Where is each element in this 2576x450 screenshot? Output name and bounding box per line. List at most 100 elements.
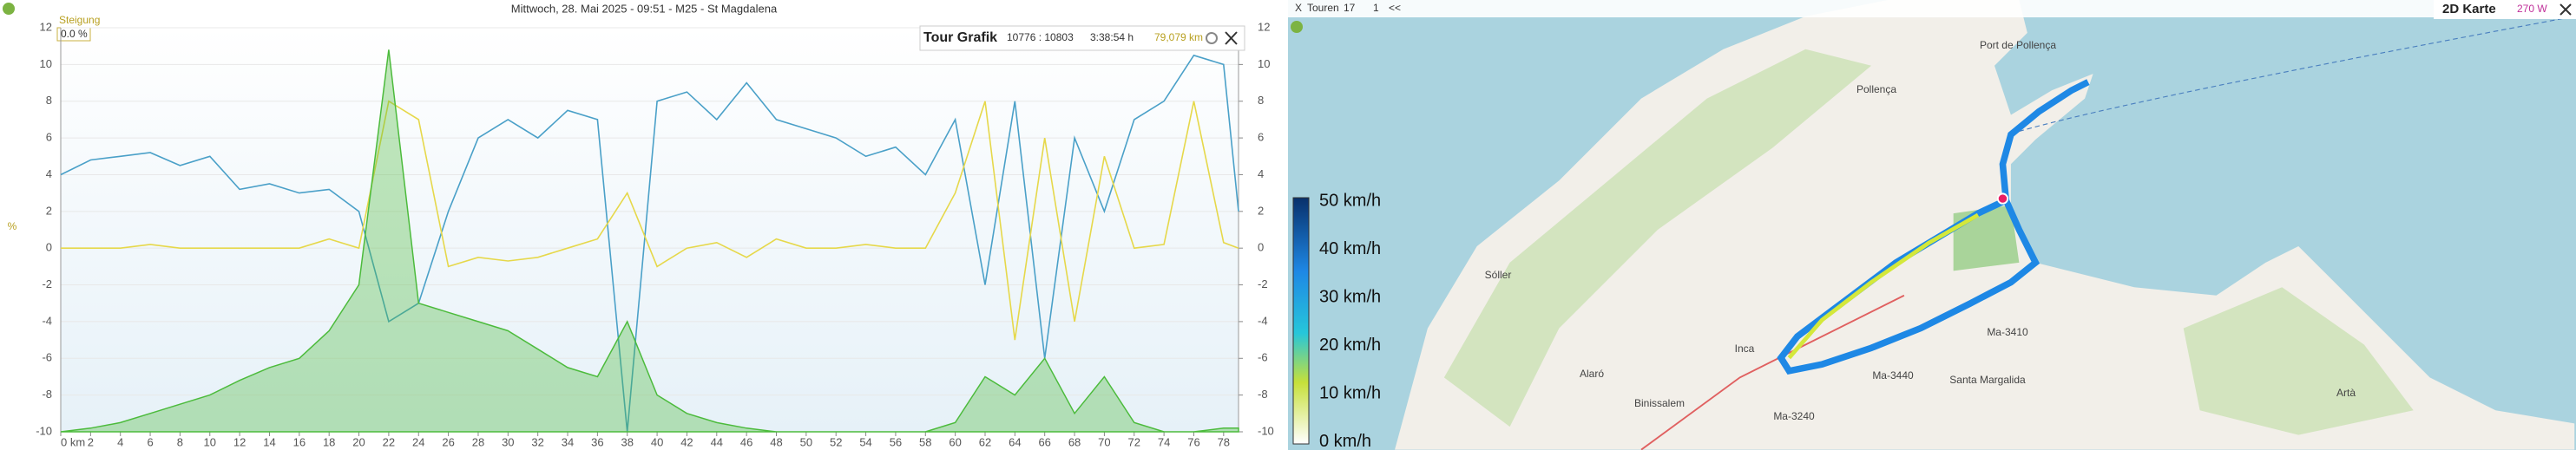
x-tick-label: 22 xyxy=(383,435,395,448)
y-tick-label: -6 xyxy=(42,351,52,364)
legend-label: 50 km/h xyxy=(1319,191,1381,210)
line xyxy=(60,54,1239,433)
map-power: 270 W xyxy=(2517,3,2547,15)
toolbar-item: 17 xyxy=(1344,2,1356,14)
y-tick-label: -2 xyxy=(42,277,52,290)
y2-tick-label: -10 xyxy=(1258,424,1274,437)
line xyxy=(61,100,1239,341)
x-tick-label: 56 xyxy=(890,435,902,448)
x-tick-label: 2 xyxy=(88,435,94,448)
tour-panel xyxy=(919,25,1245,51)
x-tick-label: 60 xyxy=(949,435,961,448)
map: Port de Pollença Pollença Sóller Inca Alaró B… xyxy=(1288,0,2576,450)
y2-tick-label: 8 xyxy=(1258,94,1264,107)
chart-title: Mittwoch, 28. Mai 2025 - 09:51 - M25 - S… xyxy=(511,2,778,15)
road xyxy=(1640,294,1905,450)
place-label: Binissalem xyxy=(1634,397,1685,409)
place-label: Santa Margalida xyxy=(1949,374,2026,386)
y2-tick-label: -6 xyxy=(1258,351,1268,364)
x-tick-label: 24 xyxy=(412,435,424,448)
place-label: Ma-3410 xyxy=(1987,326,2028,338)
legend-label: 30 km/h xyxy=(1319,287,1381,306)
annotation: Steigung xyxy=(59,14,100,26)
legend-label: 0 km/h xyxy=(1319,432,1371,450)
toolbar-item: 1 xyxy=(1373,2,1379,14)
y-tick-label: -10 xyxy=(36,424,52,437)
speed-scale xyxy=(1292,197,1310,445)
x-tick-label: 70 xyxy=(1098,435,1110,448)
place-label: Ma-3240 xyxy=(1773,410,1815,422)
legend-label: 20 km/h xyxy=(1319,336,1381,355)
y2-tick-label: -4 xyxy=(1258,314,1268,327)
x-tick-label: 38 xyxy=(621,435,633,448)
place-label: Inca xyxy=(1735,342,1755,355)
place-label: Alaró xyxy=(1580,368,1604,380)
route-slow xyxy=(1787,212,1980,360)
x-tick-label: 42 xyxy=(680,435,693,448)
y2-tick-label: 0 xyxy=(1258,241,1264,254)
x-tick-label: 54 xyxy=(859,435,871,448)
y2-tick-label: 10 xyxy=(1258,57,1270,70)
ferry-line xyxy=(2019,16,2575,132)
area xyxy=(60,49,1239,433)
y-tick-label: 12 xyxy=(40,20,52,33)
y-tick-label: 8 xyxy=(46,94,52,107)
x-tick-label: 52 xyxy=(830,435,842,448)
x-tick-label: 6 xyxy=(147,435,153,448)
y-tick-label: 2 xyxy=(46,204,52,217)
x-tick-label: 78 xyxy=(1218,435,1230,448)
x-tick-label: 12 xyxy=(233,435,246,448)
map-title: 2D Karte xyxy=(2442,2,2496,16)
x-tick-label: 0 km xyxy=(61,435,85,448)
info-icon[interactable] xyxy=(1291,21,1303,33)
y-tick-label: 4 xyxy=(46,167,52,180)
x-tick-label: 26 xyxy=(442,435,454,448)
x-tick-label: 14 xyxy=(263,435,275,448)
info-icon[interactable] xyxy=(3,3,15,15)
place-label: Artà xyxy=(2336,387,2356,399)
x-tick-label: 40 xyxy=(651,435,663,448)
x-tick-label: 72 xyxy=(1128,435,1140,448)
forest xyxy=(1443,49,1872,427)
plot-area xyxy=(61,28,1239,432)
x-tick-label: 16 xyxy=(293,435,306,448)
x-tick-label: 50 xyxy=(800,435,812,448)
x-tick-label: 20 xyxy=(352,435,365,448)
y-tick-label: -4 xyxy=(42,314,52,327)
y2-tick-label: 2 xyxy=(1258,204,1264,217)
tour-distance: 79,079 km xyxy=(1154,31,1203,43)
x-tick-label: 68 xyxy=(1068,435,1081,448)
x-tick-label: 8 xyxy=(177,435,183,448)
x-tick-label: 76 xyxy=(1187,435,1199,448)
chart: Mittwoch, 28. Mai 2025 - 09:51 - M25 - S… xyxy=(3,2,1274,448)
y2-tick-label: 6 xyxy=(1258,131,1264,144)
y2-tick-label: 12 xyxy=(1258,20,1270,33)
x-tick-label: 4 xyxy=(117,435,123,448)
place-label: Pollença xyxy=(1856,83,1896,95)
x-tick-label: 64 xyxy=(1009,435,1021,448)
x-tick-label: 10 xyxy=(204,435,216,448)
x-tick-label: 18 xyxy=(323,435,335,448)
x-tick-label: 48 xyxy=(770,435,782,448)
toolbar xyxy=(1288,0,2576,17)
current-value: 0.0 % xyxy=(61,28,88,40)
x-tick-label: 74 xyxy=(1158,435,1170,448)
close-button[interactable] xyxy=(2560,3,2572,16)
position-marker xyxy=(1996,192,2009,205)
y2-tick-label: -2 xyxy=(1258,277,1268,290)
x-tick-label: 28 xyxy=(472,435,484,448)
x-tick-label: 66 xyxy=(1038,435,1050,448)
x-tick-label: 34 xyxy=(562,435,574,448)
y2-tick-label: -8 xyxy=(1258,388,1268,401)
settings-icon[interactable] xyxy=(1206,32,1218,44)
close-button[interactable] xyxy=(1225,31,1238,45)
x-tick-label: 30 xyxy=(502,435,514,448)
map-header xyxy=(2434,0,2576,19)
place-label: Ma-3440 xyxy=(1872,369,1914,382)
legend-label: 10 km/h xyxy=(1319,383,1381,402)
y-tick-label: 10 xyxy=(40,57,52,70)
legend-label: 40 km/h xyxy=(1319,239,1381,258)
x-tick-label: 62 xyxy=(979,435,991,448)
x-tick-label: 32 xyxy=(531,435,543,448)
